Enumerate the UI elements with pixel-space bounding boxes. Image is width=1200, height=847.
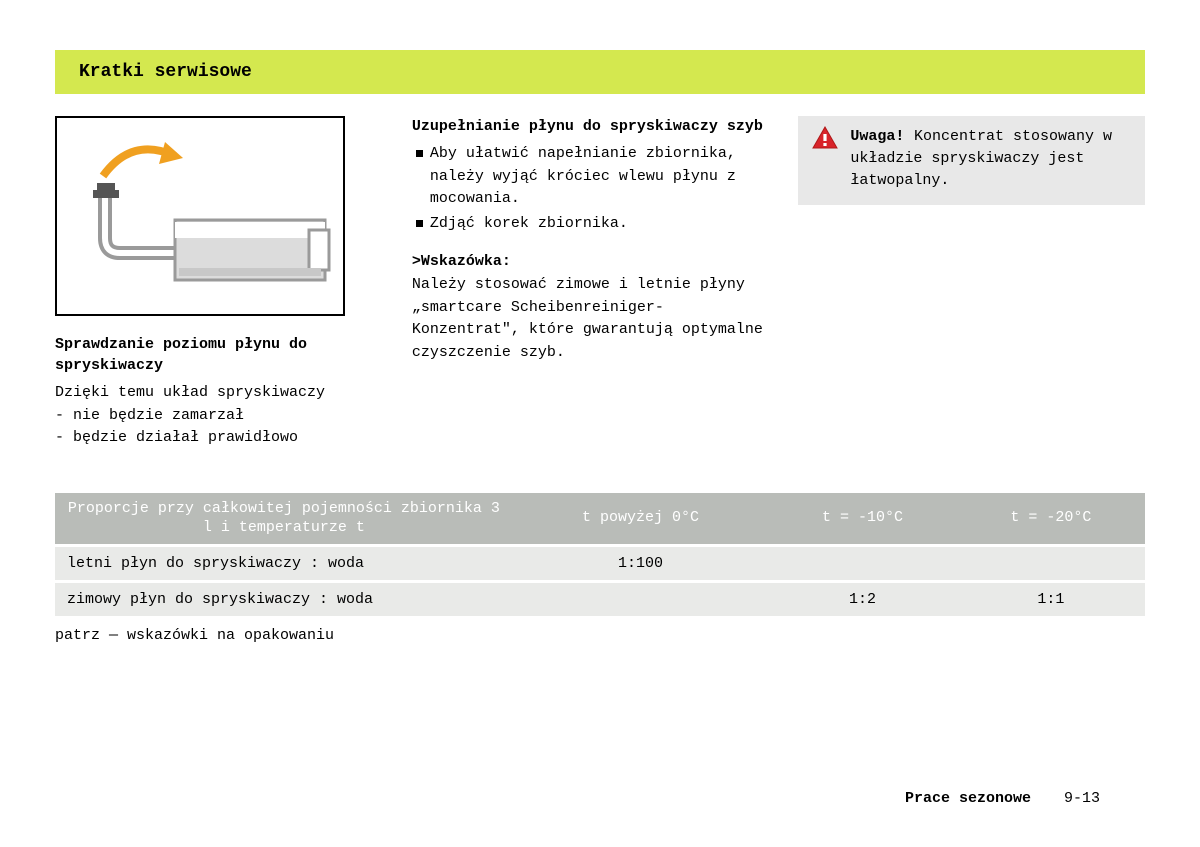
table-cell bbox=[957, 547, 1145, 580]
table-note: patrz — wskazówki na opakowaniu bbox=[55, 627, 1145, 644]
table-row: zimowy płyn do spryskiwaczy : woda 1:2 1… bbox=[55, 583, 1145, 616]
tip-text: Należy stosować zimowe i letnie płyny „s… bbox=[412, 274, 769, 364]
page-footer: Prace sezonowe 9-13 bbox=[905, 790, 1100, 807]
table-header-row: Proporcje przy całkowitej pojemności zbi… bbox=[55, 493, 1145, 544]
page-title: Kratki serwisowe bbox=[79, 62, 252, 82]
table-cell: zimowy płyn do spryskiwaczy : woda bbox=[55, 583, 513, 616]
table-header-cell: t = -20°C bbox=[957, 493, 1145, 544]
table-cell: letni płyn do spryskiwaczy : woda bbox=[55, 547, 513, 580]
ratio-table-wrap: Proporcje przy całkowitej pojemności zbi… bbox=[55, 490, 1145, 644]
table-header-cell: Proporcje przy całkowitej pojemności zbi… bbox=[55, 493, 513, 544]
content-columns: Sprawdzanie poziomu płynu do spryskiwacz… bbox=[55, 116, 1145, 450]
mid-bullets: Aby ułatwić napełnianie zbiornika, należ… bbox=[412, 143, 769, 235]
warning-icon bbox=[812, 126, 838, 155]
left-list-item: nie będzie zamarzał bbox=[55, 405, 382, 428]
left-intro: Dzięki temu układ spryskiwaczy bbox=[55, 382, 382, 405]
column-middle: Uzupełnianie płynu do spryskiwaczy szyb … bbox=[412, 116, 769, 450]
left-heading: Sprawdzanie poziomu płynu do spryskiwacz… bbox=[55, 334, 382, 376]
table-cell: 1:100 bbox=[513, 547, 769, 580]
mid-bullet-item: Aby ułatwić napełnianie zbiornika, należ… bbox=[416, 143, 769, 211]
ratio-table: Proporcje przy całkowitej pojemności zbi… bbox=[55, 490, 1145, 619]
footer-section: Prace sezonowe bbox=[905, 790, 1031, 807]
mid-heading: Uzupełnianie płynu do spryskiwaczy szyb bbox=[412, 116, 769, 137]
page-header: Kratki serwisowe bbox=[55, 50, 1145, 94]
column-right: Uwaga! Koncentrat stosowany w układzie s… bbox=[798, 116, 1145, 450]
table-header-cell: t powyżej 0°C bbox=[513, 493, 769, 544]
tip-label: >Wskazówka: bbox=[412, 253, 769, 270]
reservoir-diagram bbox=[55, 116, 345, 316]
footer-page: 9-13 bbox=[1064, 790, 1100, 807]
warning-title: Uwaga! bbox=[850, 128, 904, 145]
table-cell bbox=[513, 583, 769, 616]
table-header-cell: t = -10°C bbox=[768, 493, 956, 544]
left-list-item: będzie działał prawidłowo bbox=[55, 427, 382, 450]
warning-box: Uwaga! Koncentrat stosowany w układzie s… bbox=[798, 116, 1145, 205]
reservoir-svg bbox=[57, 118, 343, 314]
table-cell: 1:1 bbox=[957, 583, 1145, 616]
table-cell bbox=[768, 547, 956, 580]
mid-bullet-item: Zdjąć korek zbiornika. bbox=[416, 213, 769, 236]
table-cell: 1:2 bbox=[768, 583, 956, 616]
column-left: Sprawdzanie poziomu płynu do spryskiwacz… bbox=[55, 116, 382, 450]
table-row: letni płyn do spryskiwaczy : woda 1:100 bbox=[55, 547, 1145, 580]
left-list: nie będzie zamarzał będzie działał prawi… bbox=[55, 405, 382, 450]
